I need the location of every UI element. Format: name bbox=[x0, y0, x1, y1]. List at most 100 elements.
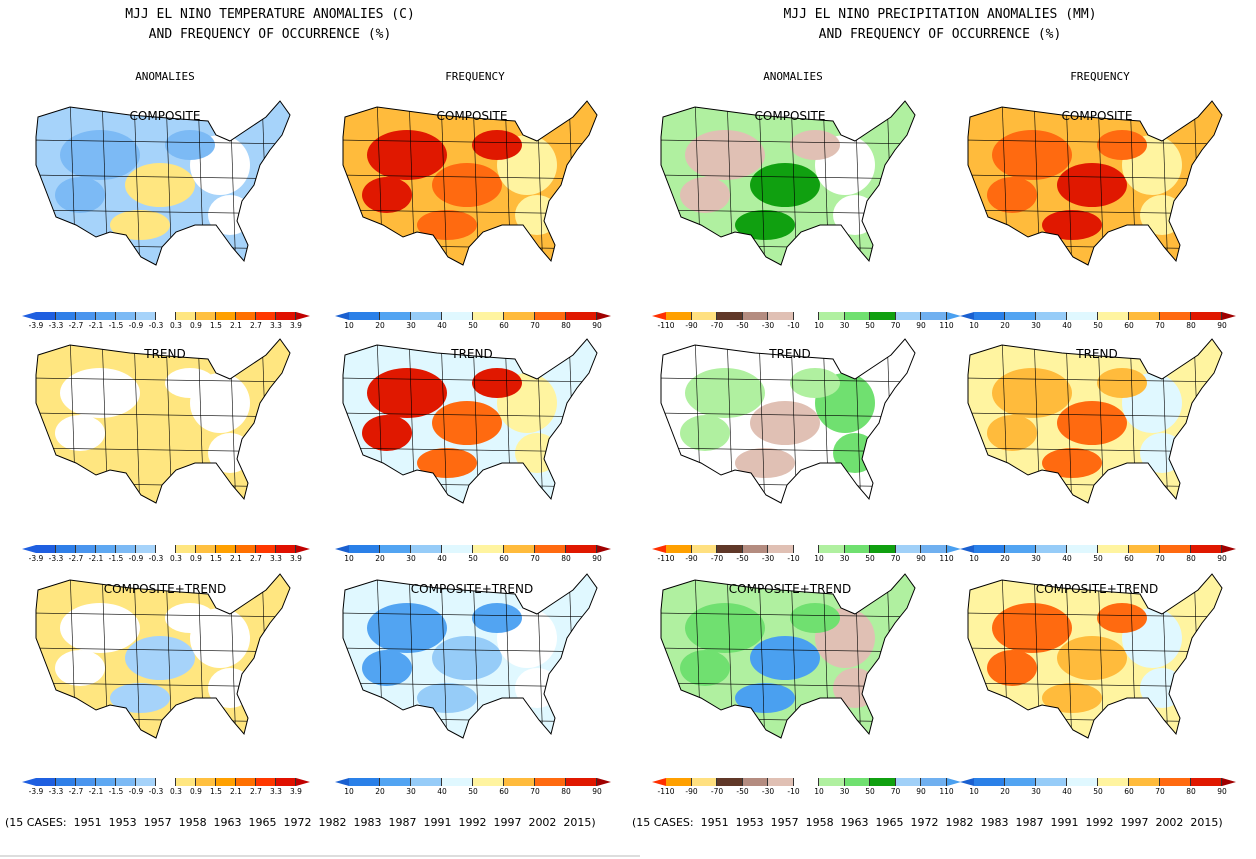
anomaly-region bbox=[432, 163, 502, 207]
colorbar-tick-label: 70 bbox=[1155, 787, 1165, 796]
colorbar-segment bbox=[921, 778, 947, 786]
anomaly-region bbox=[55, 650, 105, 686]
colorbar-segment bbox=[504, 778, 535, 786]
colorbar-segment bbox=[535, 778, 566, 786]
anomaly-region bbox=[833, 433, 877, 473]
colorbar-segment bbox=[1098, 545, 1129, 553]
colorbar-arrow-left bbox=[22, 312, 36, 320]
colorbar-segment bbox=[56, 778, 76, 786]
colorbar-tick-label: 10 bbox=[969, 787, 979, 796]
panel-label: COMPOSITE+TREND bbox=[103, 582, 227, 596]
colorbar-segment bbox=[793, 778, 819, 786]
colorbar-tick-label: -50 bbox=[736, 554, 749, 563]
colorbar-arrow-right bbox=[597, 545, 611, 553]
colorbar-segment bbox=[566, 778, 597, 786]
colorbar-segment bbox=[793, 312, 819, 320]
map-panel: COMPOSITE+TREND bbox=[337, 568, 607, 758]
colorbar-tick-label: 110 bbox=[939, 321, 954, 330]
colorbar-segment bbox=[1098, 312, 1129, 320]
colorbar-segment bbox=[921, 312, 947, 320]
colorbar-tick-label: 110 bbox=[939, 787, 954, 796]
colorbar-segment bbox=[411, 778, 442, 786]
colorbar-tick-label: 20 bbox=[1000, 554, 1010, 563]
colorbar-tick-label: 10 bbox=[814, 554, 824, 563]
colorbar-segment bbox=[76, 545, 96, 553]
anomaly-region bbox=[1097, 130, 1147, 160]
panel-label: COMPOSITE bbox=[754, 109, 826, 123]
colorbar-tick-label: -3.9 bbox=[28, 787, 44, 796]
colorbar-segment bbox=[974, 312, 1005, 320]
colorbar-tick-label: 90 bbox=[916, 787, 926, 796]
colorbar-tick-label: 0.9 bbox=[190, 321, 202, 330]
anomaly-region bbox=[367, 603, 447, 653]
colorbar-segment bbox=[236, 778, 256, 786]
anomaly-region bbox=[362, 415, 412, 451]
anomaly-region bbox=[992, 603, 1072, 653]
colorbar-tick-label: -10 bbox=[787, 787, 800, 796]
colorbar: -3.9 -3.3 -2.7 -2.1 -1.5 -0.9 -0.3 0.3 0.9 1.5 2.1… bbox=[22, 545, 310, 569]
colorbar-segment bbox=[819, 312, 845, 320]
anomaly-region bbox=[790, 603, 840, 633]
anomaly-region bbox=[685, 368, 765, 418]
colorbar-segment bbox=[844, 778, 870, 786]
colorbar-tick-label: -10 bbox=[787, 554, 800, 563]
anomaly-region bbox=[735, 683, 795, 713]
colorbar-tick-label: 40 bbox=[437, 554, 447, 563]
colorbar-segment bbox=[666, 545, 692, 553]
colorbar-tick-label: -0.3 bbox=[148, 321, 164, 330]
colorbar-segment bbox=[349, 778, 380, 786]
colorbar-tick-label: 30 bbox=[839, 554, 850, 563]
colorbar-segment bbox=[256, 312, 276, 320]
anomaly-region bbox=[472, 130, 522, 160]
colorbar-segment bbox=[380, 312, 411, 320]
colorbar-arrow-right bbox=[597, 778, 611, 786]
colorbar-arrow-right bbox=[296, 312, 310, 320]
anomaly-region bbox=[790, 130, 840, 160]
colorbar-tick-label: 3.9 bbox=[290, 321, 302, 330]
us-outline bbox=[660, 100, 916, 266]
colorbar-tick-label: 60 bbox=[499, 554, 509, 563]
us-outline bbox=[967, 573, 1223, 739]
colorbar-segment bbox=[96, 778, 116, 786]
colorbar-tick-label: 50 bbox=[1093, 321, 1103, 330]
colorbar-tick-label: 70 bbox=[530, 321, 540, 330]
us-outline bbox=[342, 573, 598, 739]
divider bbox=[0, 855, 640, 857]
anomaly-region bbox=[60, 368, 140, 418]
colorbar-tick-label: -30 bbox=[761, 321, 775, 330]
colorbar-tick-label: 3.3 bbox=[270, 787, 282, 796]
anomaly-region bbox=[680, 650, 730, 686]
colorbar: -110 -90 -70 -50 -30 -10 10 30 50 70 90 110 bbox=[652, 545, 961, 569]
anomaly-region bbox=[1097, 368, 1147, 398]
anomaly-region bbox=[125, 636, 195, 680]
map-panel: COMPOSITE+TREND bbox=[30, 568, 300, 758]
colorbar-arrow-right bbox=[1222, 312, 1236, 320]
colorbar-tick-label: 40 bbox=[437, 787, 447, 796]
colorbar-segment bbox=[535, 312, 566, 320]
colorbar: -110 -90 -70 -50 -30 -10 10 30 50 70 90 110 bbox=[652, 312, 961, 336]
colorbar-segment bbox=[1191, 778, 1222, 786]
colorbar-segment bbox=[895, 312, 921, 320]
colorbar-tick-label: 50 bbox=[865, 554, 875, 563]
colorbar-segment bbox=[473, 545, 504, 553]
colorbar-segment bbox=[504, 545, 535, 553]
colorbar-tick-label: -90 bbox=[685, 787, 698, 796]
anomaly-region bbox=[1140, 433, 1184, 473]
colorbar-segment bbox=[36, 545, 56, 553]
colorbar-tick-label: -50 bbox=[736, 321, 749, 330]
colorbar-segment bbox=[156, 545, 176, 553]
anomaly-region bbox=[110, 448, 170, 478]
colorbar-segment bbox=[442, 545, 473, 553]
colorbar-tick-label: -1.5 bbox=[108, 787, 124, 796]
colorbar-tick-label: 1.5 bbox=[210, 321, 222, 330]
colorbar-segment bbox=[974, 778, 1005, 786]
anomaly-region bbox=[165, 603, 215, 633]
colorbar-tick-label: 80 bbox=[1186, 554, 1196, 563]
colorbar-arrow-right bbox=[946, 545, 961, 553]
anomaly-region bbox=[1140, 668, 1184, 708]
colorbar-tick-label: 2.1 bbox=[230, 554, 242, 563]
colorbar-tick-label: 3.3 bbox=[270, 554, 282, 563]
anomaly-region bbox=[55, 177, 105, 213]
colorbar-segment bbox=[196, 312, 216, 320]
colorbar-segment bbox=[276, 545, 296, 553]
